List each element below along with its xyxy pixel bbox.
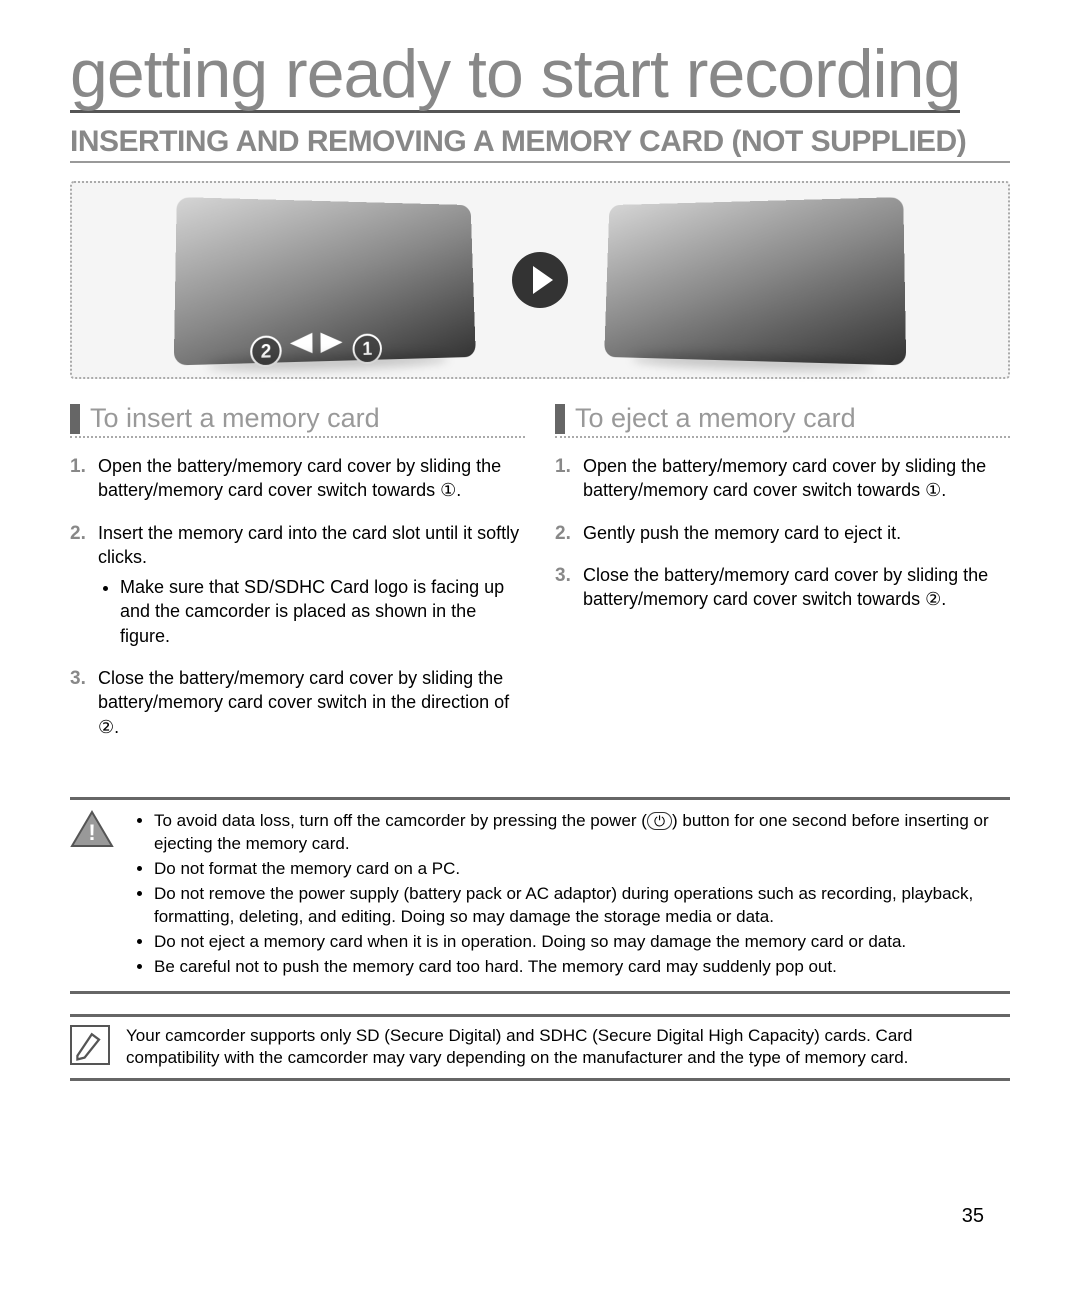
warning-list: To avoid data loss, turn off the camcord… [154,810,1010,981]
list-item: Close the battery/memory card cover by s… [555,563,1010,612]
list-item: Do not eject a memory card when it is in… [154,931,1010,954]
step-suffix: . [456,480,461,500]
page-number: 35 [962,1205,984,1228]
page-title: getting ready to start recording [70,40,960,113]
insert-heading: To insert a memory card [70,403,525,438]
note-text: Your camcorder supports only SD (Secure … [126,1025,1010,1071]
circled-ref: ① [440,478,456,502]
figure-badge-1: 1 [352,333,382,364]
eject-heading: To eject a memory card [555,403,1010,438]
circled-ref: ② [925,587,941,611]
arrow-transition-icon [512,252,568,308]
warning-text: To avoid data loss, turn off the camcord… [154,811,647,830]
step-suffix: . [941,589,946,609]
list-item: Gently push the memory card to eject it. [555,521,1010,545]
list-item: Close the battery/memory card cover by s… [70,666,525,739]
list-item: Do not remove the power supply (battery … [154,883,1010,929]
step-text: Gently push the memory card to eject it. [583,523,901,543]
arrow-left-icon [290,333,313,354]
list-item: Do not format the memory card on a PC. [154,858,1010,881]
warning-icon: ! [70,810,114,848]
list-item: Insert the memory card into the card slo… [70,521,525,648]
eject-steps: Open the battery/memory card cover by sl… [555,454,1010,611]
step-suffix: . [941,480,946,500]
figure-badge-2: 2 [250,335,282,367]
step-suffix: . [114,717,119,737]
section-heading: INSERTING AND REMOVING A MEMORY CARD (NO… [70,125,1010,163]
list-item: Be careful not to push the memory card t… [154,956,1010,979]
arrow-right-icon [320,332,342,353]
list-item: To avoid data loss, turn off the camcord… [154,810,1010,856]
power-button-icon: ⏻ [647,812,672,830]
camcorder-insert-illustration: 2 1 [174,197,476,365]
step-text: Insert the memory card into the card slo… [98,523,519,567]
note-icon [70,1025,110,1065]
circled-ref: ① [925,478,941,502]
circled-ref: ② [98,715,114,739]
list-item: Open the battery/memory card cover by sl… [555,454,1010,503]
svg-text:!: ! [88,820,95,845]
insert-steps: Open the battery/memory card cover by sl… [70,454,525,739]
camcorder-eject-illustration [604,197,906,365]
note-block: Your camcorder supports only SD (Secure … [70,1014,1010,1082]
insert-column: To insert a memory card Open the battery… [70,403,525,757]
bullet-item: Make sure that SD/SDHC Card logo is faci… [120,575,525,648]
list-item: Open the battery/memory card cover by sl… [70,454,525,503]
warning-block: ! To avoid data loss, turn off the camco… [70,797,1010,994]
step-text: Close the battery/memory card cover by s… [98,668,509,712]
figure-illustration: 2 1 [70,181,1010,379]
eject-column: To eject a memory card Open the battery/… [555,403,1010,757]
